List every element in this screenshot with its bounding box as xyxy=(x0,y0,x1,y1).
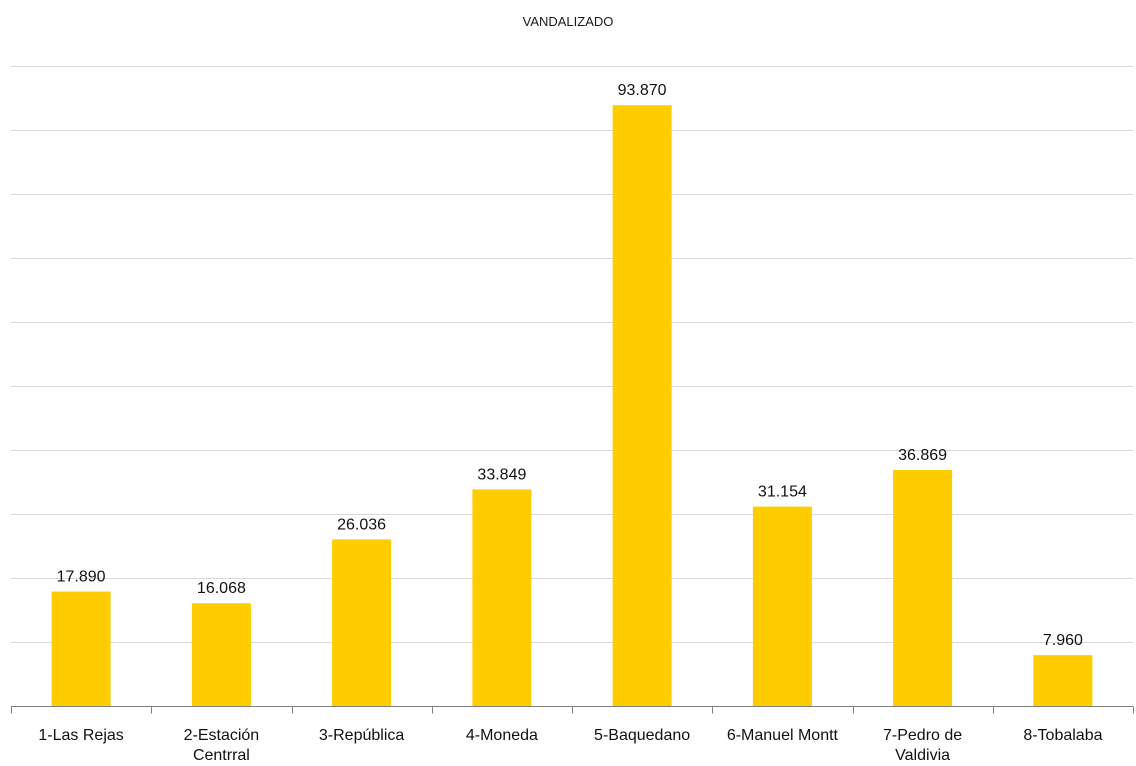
data-label: 26.036 xyxy=(337,516,386,533)
x-tick-label: 5-Baquedano xyxy=(594,727,690,744)
bar xyxy=(1033,655,1093,706)
bar xyxy=(612,105,672,706)
x-tick-label: 7-Pedro de Valdivia xyxy=(883,727,962,764)
x-tick-labels: 1-Las Rejas 2-Estación Centrral 3-República… xyxy=(38,727,1102,764)
x-tick-label: 1-Las Rejas xyxy=(38,727,123,744)
bars xyxy=(51,105,1093,706)
bar xyxy=(472,489,532,706)
gridlines xyxy=(11,66,1133,643)
data-label: 16.068 xyxy=(197,580,246,597)
data-label: 33.849 xyxy=(477,466,526,483)
x-tick-label: 4-Moneda xyxy=(466,727,538,744)
bar xyxy=(752,506,812,706)
x-tick-label: 6-Manuel Montt xyxy=(727,727,839,744)
chart-title: VANDALIZADO xyxy=(523,14,614,29)
data-label: 36.869 xyxy=(898,447,947,464)
bar xyxy=(191,603,251,706)
data-label: 31.154 xyxy=(758,484,807,501)
data-label: 93.870 xyxy=(618,82,667,99)
x-tick-label: 8-Tobalaba xyxy=(1023,727,1102,744)
x-tick-label: 2-Estación Centrral xyxy=(184,727,260,764)
bar xyxy=(51,591,111,706)
x-axis xyxy=(11,706,1134,714)
x-tick-label: 3-República xyxy=(319,727,404,744)
data-label: 17.890 xyxy=(57,569,106,586)
bar xyxy=(893,470,953,706)
data-labels: 17.890 16.068 26.036 33.849 93.870 31.154 36.8… xyxy=(57,82,1083,649)
data-label: 7.960 xyxy=(1043,632,1083,649)
bar xyxy=(332,539,392,706)
